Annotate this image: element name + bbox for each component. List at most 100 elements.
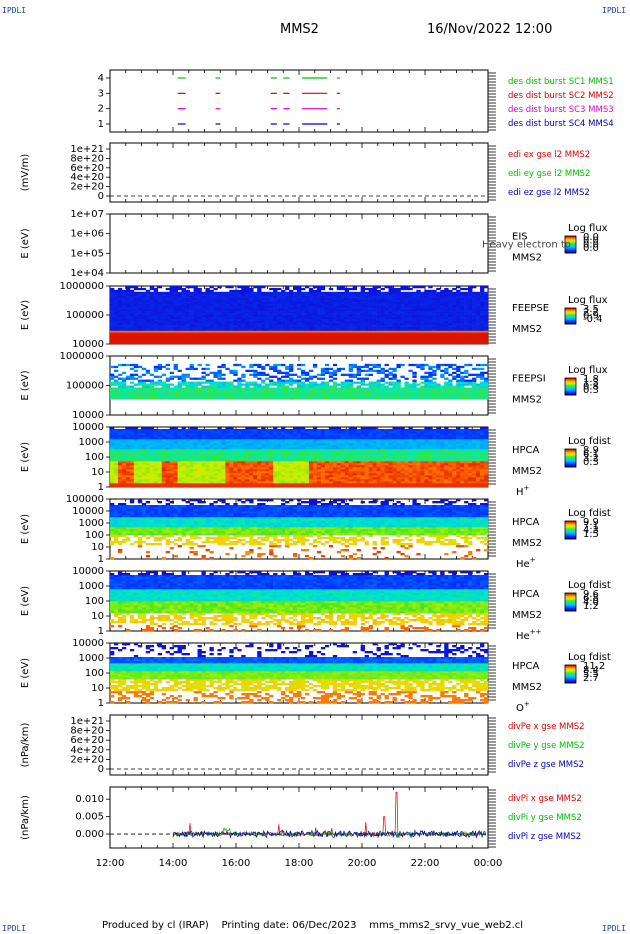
y-axis-label: E (eV): [20, 370, 31, 400]
spectrogram-cell: [444, 393, 449, 396]
spectrogram-cell: [404, 299, 409, 302]
spectrogram-cell: [269, 387, 274, 390]
spectrogram-cell: [436, 311, 441, 314]
spectrogram-cell: [165, 328, 170, 331]
spectrogram-cell: [368, 389, 373, 392]
spectrogram-cell: [233, 309, 238, 312]
spectrogram-cell: [436, 330, 441, 333]
spectrogram-cell: [137, 383, 143, 386]
spectrogram-cell: [376, 326, 381, 329]
spectrogram-cell: [328, 307, 334, 310]
spectrogram-cell: [285, 287, 290, 291]
spectrogram-cell: [293, 397, 298, 400]
spectrogram-cell: [117, 289, 123, 293]
spectrogram-cell: [440, 318, 445, 322]
spectrogram-cell: [360, 291, 365, 295]
spectrogram-cell: [484, 315, 489, 318]
spectrogram-cell: [161, 311, 167, 314]
spectrogram-cell: [249, 395, 254, 398]
spectrogram-cell: [213, 287, 218, 291]
spectrogram-cell: [273, 397, 278, 400]
spectrogram-cell: [376, 334, 381, 337]
spectrogram-cell: [225, 322, 230, 325]
spectrogram-cell: [300, 315, 306, 318]
spectrogram-cell: [273, 338, 278, 341]
spectrogram-cell: [285, 336, 290, 339]
spectrogram-cell: [289, 340, 294, 343]
spectrogram-cell: [137, 365, 143, 369]
spectrogram-cell: [113, 453, 119, 456]
spectrogram-cell: [281, 293, 286, 296]
spectrogram-cell: [169, 431, 174, 434]
spectrogram-cell: [193, 342, 198, 345]
spectrogram-cell: [289, 373, 294, 376]
spectrogram-cell: [416, 338, 421, 341]
spectrogram-cell: [149, 385, 155, 388]
spectrogram-cell: [145, 387, 151, 390]
spectrogram-cell: [249, 397, 254, 400]
spectrogram-cell: [372, 330, 377, 333]
spectrogram-cell: [145, 369, 151, 373]
spectrogram-cell: [149, 433, 155, 436]
spectrogram-cell: [372, 395, 377, 398]
spectrogram-cell: [372, 389, 377, 392]
spectrogram-cell: [245, 381, 250, 384]
spectrogram-cell: [161, 461, 167, 464]
spectrogram-cell: [297, 320, 302, 324]
spectrogram-cell: [396, 320, 401, 324]
spectrogram-cell: [197, 389, 202, 392]
spectrogram-cell: [384, 373, 389, 376]
spectrogram-cell: [249, 320, 254, 324]
spectrogram-cell: [384, 311, 389, 314]
spectrogram-cell: [269, 342, 274, 345]
spectrogram-cell: [133, 303, 139, 306]
spectrogram-cell: [237, 313, 242, 316]
spectrogram-cell: [113, 311, 119, 314]
spectrogram-cell: [468, 301, 473, 304]
spectrogram-cell: [396, 391, 401, 394]
spectrogram-cell: [480, 377, 485, 380]
spectrogram-cell: [472, 334, 477, 337]
spectrogram-cell: [161, 342, 167, 345]
spectrogram-cell: [448, 309, 453, 312]
spectrogram-cell: [149, 287, 155, 291]
colorbar-segment: [565, 322, 576, 324]
spectrogram-cell: [384, 330, 389, 333]
spectrogram-cell: [205, 326, 210, 329]
spectrogram-cell: [428, 373, 433, 376]
spectrogram-cell: [137, 340, 143, 343]
spectrogram-cell: [197, 340, 202, 343]
colorbar-segment: [565, 379, 576, 381]
spectrogram-cell: [456, 316, 461, 320]
spectrogram-cell: [241, 305, 246, 308]
spectrogram-cell: [217, 318, 222, 322]
spectrogram-cell: [110, 393, 115, 396]
spectrogram-cell: [332, 295, 338, 298]
spectrogram-cell: [312, 363, 318, 367]
spectrogram-cell: [217, 371, 222, 374]
spectrogram-cell: [452, 320, 457, 324]
spectrogram-cell: [153, 431, 159, 434]
spectrogram-cell: [233, 342, 238, 345]
spectrogram-cell: [141, 473, 147, 476]
spectrogram-cell: [460, 309, 465, 312]
spectrogram-cell: [372, 303, 377, 306]
spectrogram-cell: [193, 395, 198, 398]
spectrogram-cell: [468, 320, 473, 324]
spectrogram-cell: [432, 305, 437, 308]
spectrogram-cell: [436, 367, 441, 371]
spectrogram-cell: [320, 295, 326, 298]
spectrogram-cell: [476, 338, 481, 341]
spectrogram-cell: [169, 309, 174, 312]
spectrogram-cell: [133, 340, 139, 343]
spectrogram-cell: [217, 316, 222, 320]
spectrogram-cell: [332, 324, 338, 327]
spectrogram-cell: [261, 326, 266, 329]
spectrogram-cell: [348, 332, 354, 335]
spectrogram-cell: [285, 286, 290, 289]
spectrogram-cell: [432, 322, 437, 325]
spectrogram-cell: [400, 287, 405, 291]
spectrogram-cell: [261, 334, 266, 337]
spectrogram-cell: [165, 311, 170, 314]
spectrogram-cell: [125, 307, 131, 310]
